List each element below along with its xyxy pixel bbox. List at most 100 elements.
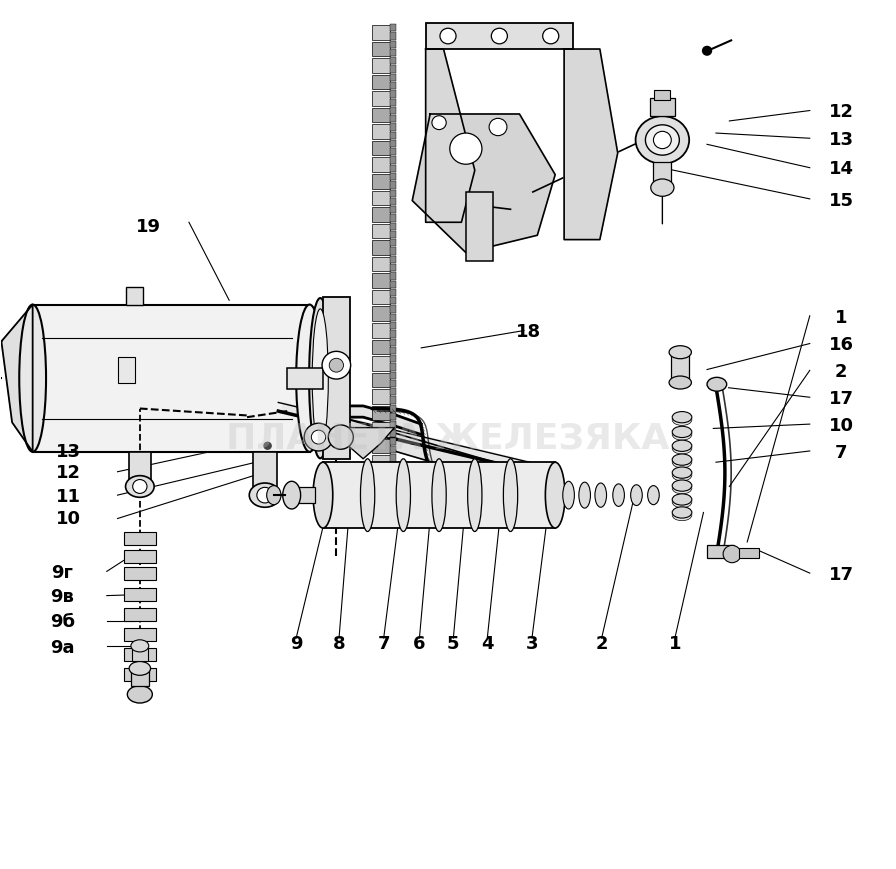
Bar bbox=[390, 297, 396, 304]
Ellipse shape bbox=[672, 494, 692, 505]
Ellipse shape bbox=[579, 482, 590, 508]
Circle shape bbox=[432, 116, 446, 129]
Circle shape bbox=[440, 28, 456, 43]
Bar bbox=[372, 323, 390, 337]
Circle shape bbox=[328, 425, 353, 449]
Bar bbox=[390, 24, 396, 31]
Circle shape bbox=[491, 28, 507, 43]
Bar bbox=[390, 322, 396, 329]
Bar bbox=[372, 75, 390, 90]
Bar bbox=[426, 23, 573, 49]
Ellipse shape bbox=[672, 469, 692, 481]
Polygon shape bbox=[2, 304, 32, 452]
Bar bbox=[124, 550, 156, 563]
Bar bbox=[390, 396, 396, 404]
Text: 1: 1 bbox=[835, 308, 848, 327]
Text: 3: 3 bbox=[526, 635, 538, 653]
Text: 12: 12 bbox=[829, 103, 854, 122]
Bar bbox=[372, 157, 390, 172]
Ellipse shape bbox=[125, 475, 154, 497]
Circle shape bbox=[543, 28, 559, 43]
Text: 7: 7 bbox=[377, 635, 390, 653]
Bar bbox=[124, 668, 156, 681]
Ellipse shape bbox=[650, 179, 674, 196]
Bar bbox=[372, 373, 390, 388]
Bar bbox=[124, 567, 156, 580]
Bar bbox=[372, 356, 390, 370]
Bar bbox=[390, 239, 396, 247]
Ellipse shape bbox=[672, 427, 692, 437]
Text: 17: 17 bbox=[829, 390, 854, 408]
Bar bbox=[390, 165, 396, 172]
Circle shape bbox=[489, 118, 507, 136]
Bar bbox=[390, 405, 396, 412]
Ellipse shape bbox=[672, 442, 692, 454]
Bar bbox=[372, 273, 390, 288]
Ellipse shape bbox=[249, 483, 280, 507]
Bar bbox=[372, 25, 390, 40]
Bar bbox=[390, 206, 396, 214]
Bar bbox=[323, 297, 349, 459]
Polygon shape bbox=[339, 406, 421, 434]
Text: 9: 9 bbox=[290, 635, 303, 653]
Ellipse shape bbox=[672, 507, 692, 518]
Bar bbox=[131, 668, 149, 686]
Bar bbox=[654, 90, 670, 100]
Circle shape bbox=[504, 467, 518, 481]
Text: 6: 6 bbox=[413, 635, 426, 653]
Text: 9а: 9а bbox=[50, 639, 74, 657]
Bar bbox=[390, 222, 396, 230]
Ellipse shape bbox=[635, 116, 689, 163]
Bar bbox=[390, 339, 396, 346]
Circle shape bbox=[322, 351, 350, 379]
Bar bbox=[390, 215, 396, 222]
Bar bbox=[372, 256, 390, 271]
Text: 13: 13 bbox=[56, 443, 81, 461]
Bar bbox=[124, 648, 156, 661]
Text: 14: 14 bbox=[829, 161, 854, 178]
Bar bbox=[117, 356, 135, 382]
Bar bbox=[372, 190, 390, 205]
Polygon shape bbox=[426, 49, 475, 222]
Text: 9г: 9г bbox=[51, 564, 73, 582]
Ellipse shape bbox=[672, 415, 692, 426]
Text: 2: 2 bbox=[835, 363, 848, 381]
Text: 1: 1 bbox=[668, 635, 681, 653]
Ellipse shape bbox=[669, 376, 692, 389]
Bar bbox=[671, 352, 689, 382]
Ellipse shape bbox=[309, 298, 332, 458]
Bar bbox=[390, 272, 396, 280]
Bar bbox=[390, 57, 396, 64]
Text: 2: 2 bbox=[595, 635, 607, 653]
Circle shape bbox=[133, 480, 147, 494]
Bar bbox=[124, 627, 156, 640]
Bar bbox=[372, 108, 390, 123]
Bar bbox=[390, 421, 396, 428]
Ellipse shape bbox=[504, 459, 518, 532]
Text: 15: 15 bbox=[829, 192, 854, 209]
Bar bbox=[129, 452, 151, 487]
Bar bbox=[390, 198, 396, 205]
Bar bbox=[390, 182, 396, 189]
Bar bbox=[390, 372, 396, 379]
Bar bbox=[390, 380, 396, 388]
Bar bbox=[390, 305, 396, 313]
Circle shape bbox=[264, 442, 271, 449]
Ellipse shape bbox=[267, 486, 281, 505]
Ellipse shape bbox=[127, 686, 152, 703]
Ellipse shape bbox=[648, 486, 659, 505]
Text: 7: 7 bbox=[835, 444, 848, 461]
Bar bbox=[32, 304, 309, 452]
Bar bbox=[390, 330, 396, 337]
Ellipse shape bbox=[283, 481, 301, 509]
Ellipse shape bbox=[672, 412, 692, 423]
Ellipse shape bbox=[613, 484, 625, 507]
Bar bbox=[390, 471, 396, 478]
Ellipse shape bbox=[297, 304, 323, 452]
Bar bbox=[372, 42, 390, 56]
Bar bbox=[390, 289, 396, 296]
Bar bbox=[390, 388, 396, 395]
Text: 16: 16 bbox=[829, 336, 854, 355]
Bar bbox=[390, 49, 396, 56]
Bar bbox=[390, 429, 396, 437]
